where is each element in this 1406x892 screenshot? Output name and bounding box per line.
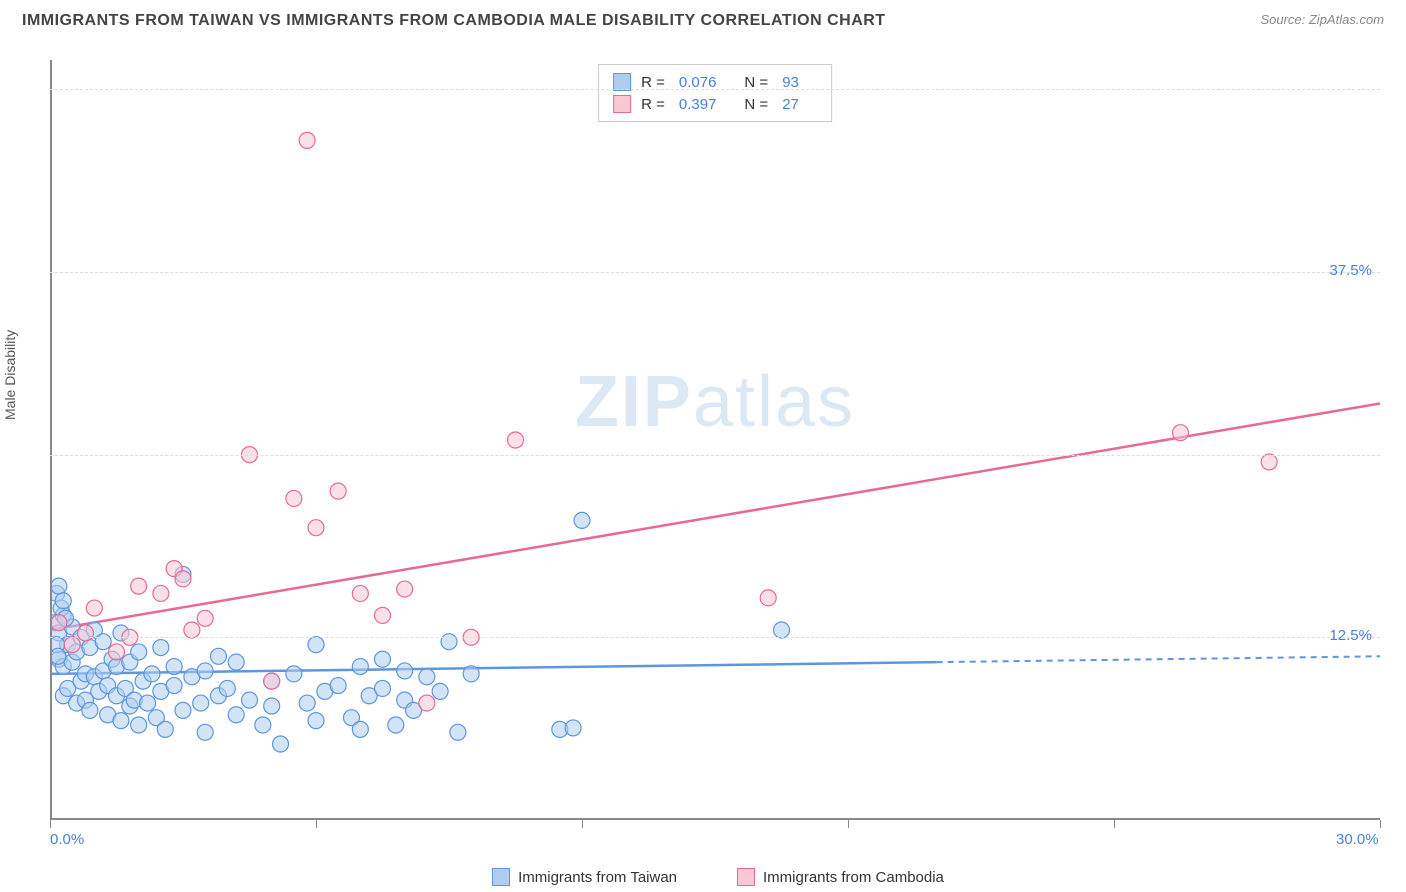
- legend-swatch-icon: [737, 868, 755, 886]
- x-axis-line: [50, 818, 1380, 820]
- legend-row-cambodia: R = 0.397 N = 27: [613, 93, 817, 115]
- x-tick-label: 30.0%: [1336, 831, 1379, 848]
- n-value-cambodia: 27: [782, 96, 799, 113]
- grid-line: [50, 89, 1380, 90]
- legend-item-taiwan: Immigrants from Taiwan: [492, 868, 677, 886]
- grid-line: [50, 272, 1380, 273]
- legend-label: Immigrants from Cambodia: [763, 869, 944, 886]
- y-tick-label: 12.5%: [1329, 627, 1372, 644]
- grid-line: [50, 637, 1380, 638]
- y-tick-label: 37.5%: [1329, 262, 1372, 279]
- x-tick: [316, 820, 317, 828]
- x-tick: [1114, 820, 1115, 828]
- x-tick: [582, 820, 583, 828]
- series-legend: Immigrants from Taiwan Immigrants from C…: [50, 868, 1386, 886]
- chart-title: IMMIGRANTS FROM TAIWAN VS IMMIGRANTS FRO…: [22, 12, 886, 30]
- scatter-plot-svg: [50, 60, 1380, 820]
- grid-line: [50, 455, 1380, 456]
- legend-swatch-icon: [492, 868, 510, 886]
- r-value-cambodia: 0.397: [679, 96, 717, 113]
- n-value-taiwan: 93: [782, 74, 799, 91]
- legend-swatch-cambodia: [613, 95, 631, 113]
- y-axis-line: [50, 60, 52, 820]
- n-label: N =: [744, 74, 768, 91]
- x-tick: [848, 820, 849, 828]
- chart-header: IMMIGRANTS FROM TAIWAN VS IMMIGRANTS FRO…: [0, 0, 1406, 38]
- y-axis-label: Male Disability: [2, 330, 18, 420]
- x-tick: [50, 820, 51, 828]
- r-label: R =: [641, 96, 665, 113]
- chart-plot-area: ZIPatlas R = 0.076 N = 93 R = 0.397 N = …: [50, 60, 1380, 820]
- r-label: R =: [641, 74, 665, 91]
- n-label: N =: [744, 96, 768, 113]
- source-attribution: Source: ZipAtlas.com: [1260, 12, 1384, 27]
- x-tick-label: 0.0%: [50, 831, 84, 848]
- x-tick: [1380, 820, 1381, 828]
- legend-label: Immigrants from Taiwan: [518, 869, 677, 886]
- legend-item-cambodia: Immigrants from Cambodia: [737, 868, 944, 886]
- r-value-taiwan: 0.076: [679, 74, 717, 91]
- correlation-legend: R = 0.076 N = 93 R = 0.397 N = 27: [598, 64, 832, 122]
